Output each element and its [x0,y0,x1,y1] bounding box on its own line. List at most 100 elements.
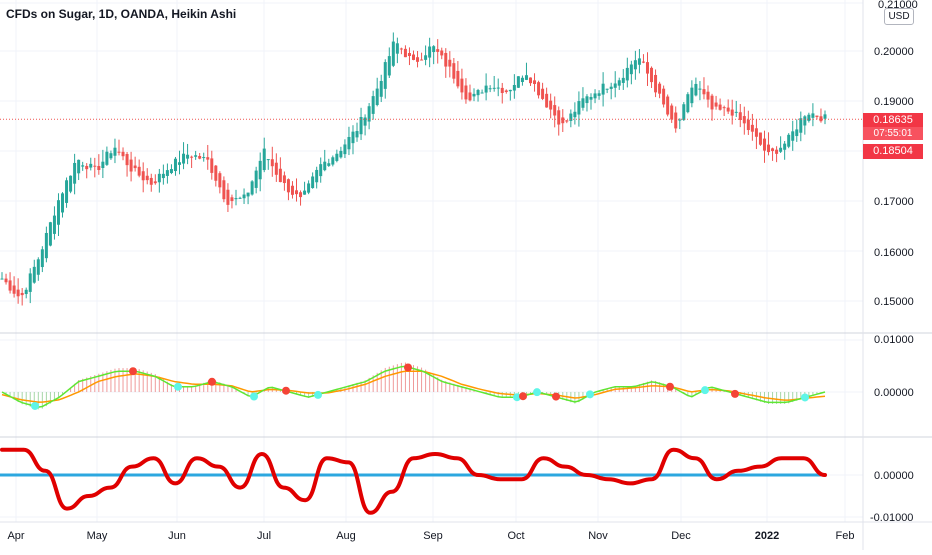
candle-body [323,161,327,171]
candle-body [577,101,581,115]
candle-body [674,112,678,129]
candle-body [714,102,718,107]
candlestick-series[interactable] [0,32,827,306]
last-price-badge: 0.18635 [863,113,923,127]
candle-body [133,165,137,169]
candle-body [254,170,258,188]
candle-body [476,90,480,96]
candle-body [625,67,629,81]
candle-body [379,80,383,97]
candle-body [484,85,488,93]
candle-body [456,70,460,87]
crossover-dot [801,393,809,402]
candle-body [85,165,89,170]
candle-body [670,105,674,120]
candle-body [706,91,710,100]
price-tick-label: 0.19000 [874,96,914,108]
candle-body [549,100,553,110]
candle-body [20,292,24,296]
signal-line [1,370,826,403]
candle-body [488,88,492,90]
candle-body [412,54,415,60]
candle-body [109,153,113,159]
price-tick-label: 0.16000 [874,247,914,259]
candle-body [335,153,339,161]
time-tick-label: Jul [257,530,271,542]
candle-body [69,175,73,192]
candle-body [182,153,186,164]
candle-body [295,190,299,195]
candle-body [520,77,524,83]
candle-body [807,114,811,121]
candle-body [508,89,512,92]
candle-body [61,193,65,213]
crossover-dot [250,392,258,401]
candle-body [472,93,476,97]
candle-body [153,181,157,184]
candle-body [545,93,549,108]
candle-body [282,175,286,184]
candle-body [173,158,177,172]
candle-body [666,96,670,115]
candle-body [746,119,750,131]
candle-body [44,232,48,259]
candle-body [738,112,742,120]
candle-body [286,179,290,193]
candle-body [230,197,234,202]
time-tick-label: Jun [168,530,186,542]
candle-body [633,60,637,70]
oscillator-indicator[interactable] [0,447,827,515]
candle-body [524,75,528,80]
grid-lines [0,0,863,522]
candle-body [783,143,787,150]
candle-body [629,64,633,75]
candle-body [238,197,242,199]
candle-body [637,58,641,65]
oscillator-line [0,447,827,515]
candle-body [129,159,133,172]
candle-body [28,273,32,292]
candle-body [81,165,85,167]
candle-body [161,173,165,179]
candle-body [399,48,403,50]
candle-body [500,87,504,94]
candle-body [762,138,766,151]
candle-body [327,163,331,166]
crossover-dot [129,367,137,376]
candle-body [775,149,779,154]
macd-indicator[interactable] [1,362,826,410]
candle-body [319,164,323,177]
candle-body [787,134,791,147]
candle-body [480,92,484,94]
candle-body [274,162,278,175]
candle-body [533,80,537,85]
candle-body [315,169,319,183]
candle-body [141,171,145,181]
candle-body [468,92,472,101]
candle-body [678,119,682,121]
candle-body [819,116,823,122]
candle-body [355,131,359,138]
candle-body [815,115,819,117]
currency-button[interactable]: USD [884,8,914,25]
macd-line [1,365,826,408]
candle-body [371,96,375,114]
symbol-title[interactable]: CFDs on Sugar, 1D, OANDA, Heikin Ashi [6,7,237,21]
candle-body [210,158,214,173]
candle-body [137,166,141,176]
candle-body [194,155,198,157]
candle-body [242,194,246,199]
macd-tick-label: 0.00000 [874,387,914,399]
candle-body [303,190,307,195]
crossover-dot [31,401,39,410]
price-tick-label: 0.21000 [878,0,918,11]
macd-tick-label: 0.01000 [874,334,914,346]
countdown-badge: 07:55:01 [863,127,923,140]
candle-body [428,46,432,58]
candle-body [791,131,795,141]
time-tick-label: Nov [588,530,608,542]
candle-body [12,285,16,294]
candle-body [585,96,589,104]
